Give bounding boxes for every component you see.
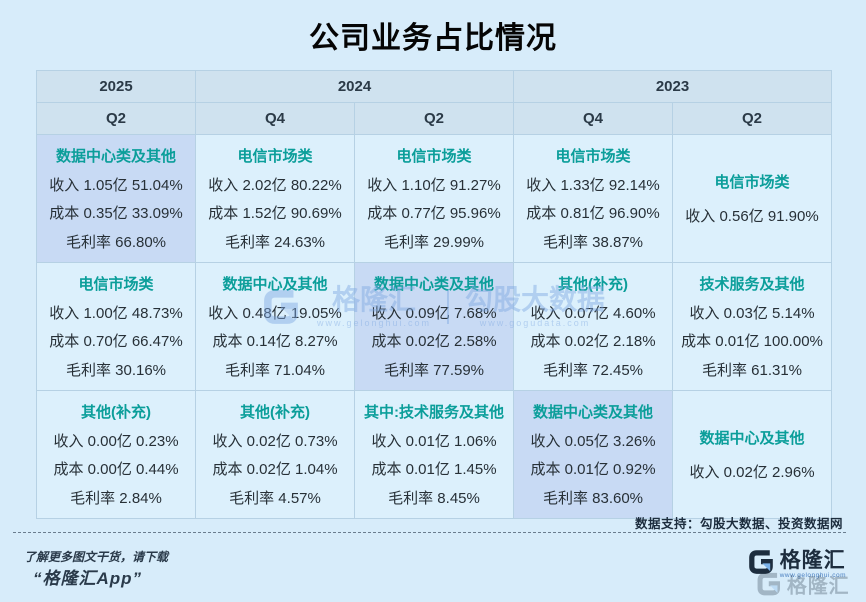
- year-header-2025: 2025: [36, 70, 196, 103]
- cell-r2-2025q2: 电信市场类 收入 1.00亿 48.73% 成本 0.70亿 66.47% 毛利…: [36, 262, 196, 391]
- segment-name: 其他(补充): [558, 275, 628, 293]
- gelonghui-logo-url: www.gelonghui.com: [779, 571, 846, 579]
- year-header-row: 2025 2024 2023: [36, 70, 832, 103]
- cell-r3-2023q4: 数据中心类及其他 收入 0.05亿 3.26% 成本 0.01亿 0.92% 毛…: [513, 390, 673, 519]
- cell-r3-2025q2: 其他(补充) 收入 0.00亿 0.23% 成本 0.00亿 0.44% 毛利率…: [36, 390, 196, 519]
- segment-revenue: 收入 0.03亿 5.14%: [689, 304, 815, 322]
- segment-margin: 毛利率 2.84%: [70, 490, 162, 508]
- segment-cost: 成本 1.52亿 90.69%: [208, 205, 342, 223]
- quarter-header-2024q4: Q4: [195, 102, 355, 135]
- cell-r3-2024q4: 其他(补充) 收入 0.02亿 0.73% 成本 0.02亿 1.04% 毛利率…: [195, 390, 355, 519]
- segment-name: 电信市场类: [78, 275, 154, 293]
- segment-revenue: 收入 0.48亿 19.05%: [208, 304, 342, 322]
- footer-promo-line2: “格隆汇App”: [33, 569, 143, 588]
- segment-revenue: 收入 0.02亿 2.96%: [689, 464, 815, 481]
- cell-r2-2023q4: 其他(补充) 收入 0.07亿 4.60% 成本 0.02亿 2.18% 毛利率…: [513, 262, 673, 391]
- segment-cost: 成本 0.00亿 0.44%: [53, 461, 179, 479]
- segment-revenue: 收入 0.07亿 4.60%: [530, 304, 656, 322]
- segment-cost: 成本 0.02亿 1.04%: [212, 461, 338, 479]
- quarter-header-2025q2: Q2: [36, 102, 196, 135]
- gelonghui-logo-echo-icon: [755, 571, 782, 602]
- segment-cost: 成本 0.01亿 0.92%: [530, 461, 656, 479]
- segment-revenue: 收入 2.02亿 80.22%: [208, 176, 342, 194]
- quarter-header-2023q2: Q2: [672, 102, 832, 135]
- segment-revenue: 收入 0.01亿 1.06%: [371, 432, 497, 450]
- segment-revenue: 收入 0.09亿 7.68%: [371, 304, 497, 322]
- page-title: 公司业务占比情况: [309, 22, 557, 55]
- cell-r2-2023q2: 技术服务及其他 收入 0.03亿 5.14% 成本 0.01亿 100.00% …: [672, 262, 832, 391]
- segment-revenue: 收入 1.33亿 92.14%: [526, 176, 660, 194]
- segment-cost: 成本 0.81亿 96.90%: [526, 205, 660, 223]
- segment-name: 电信市场类: [237, 147, 313, 165]
- segment-name: 其他(补充): [240, 403, 310, 421]
- segment-margin: 毛利率 38.87%: [542, 234, 644, 252]
- segment-cost: 成本 0.35亿 33.09%: [49, 205, 183, 223]
- segment-cost: 成本 0.01亿 1.45%: [371, 461, 497, 479]
- quarter-header-2023q4: Q4: [513, 102, 673, 135]
- footer-divider: [13, 532, 846, 533]
- segment-margin: 毛利率 77.59%: [383, 362, 485, 380]
- cell-r1-2024q4: 电信市场类 收入 2.02亿 80.22% 成本 1.52亿 90.69% 毛利…: [195, 134, 355, 263]
- table-row-1: 数据中心类及其他 收入 1.05亿 51.04% 成本 0.35亿 33.09%…: [36, 134, 832, 263]
- segment-revenue: 收入 1.10亿 91.27%: [367, 176, 501, 194]
- segment-name: 数据中心类及其他: [532, 403, 653, 421]
- table-header: 2025 2024 2023 Q2 Q4 Q2 Q4 Q2: [36, 70, 832, 135]
- gelonghui-logo: 格隆汇 www.gelonghui.com 格隆汇: [747, 548, 849, 596]
- cell-r1-2025q2: 数据中心类及其他 收入 1.05亿 51.04% 成本 0.35亿 33.09%…: [36, 134, 196, 263]
- segment-margin: 毛利率 29.99%: [383, 234, 485, 252]
- segment-revenue: 收入 0.00亿 0.23%: [53, 432, 179, 450]
- segment-name: 数据中心类及其他: [55, 147, 176, 165]
- table-row-2: 电信市场类 收入 1.00亿 48.73% 成本 0.70亿 66.47% 毛利…: [36, 262, 832, 391]
- year-header-2023: 2023: [513, 70, 832, 103]
- business-share-table: 2025 2024 2023 Q2 Q4 Q2 Q4 Q2 数据中心类及其他 收…: [36, 70, 832, 519]
- segment-cost: 成本 0.77亿 95.96%: [367, 205, 501, 223]
- segment-margin: 毛利率 61.31%: [701, 362, 803, 380]
- cell-r2-2024q4: 数据中心及其他 收入 0.48亿 19.05% 成本 0.14亿 8.27% 毛…: [195, 262, 355, 391]
- gelonghui-logo-icon: [747, 548, 775, 581]
- segment-revenue: 收入 0.05亿 3.26%: [530, 432, 656, 450]
- segment-revenue: 收入 0.56亿 91.90%: [685, 208, 819, 225]
- quarter-header-2024q2: Q2: [354, 102, 514, 135]
- cell-r3-2024q2: 其中:技术服务及其他 收入 0.01亿 1.06% 成本 0.01亿 1.45%…: [354, 390, 514, 519]
- segment-cost: 成本 0.14亿 8.27%: [212, 333, 338, 351]
- gelonghui-logo-main: 格隆汇 www.gelonghui.com: [747, 548, 846, 581]
- segment-name: 其中:技术服务及其他: [364, 403, 504, 421]
- cell-r1-2024q2: 电信市场类 收入 1.10亿 91.27% 成本 0.77亿 95.96% 毛利…: [354, 134, 514, 263]
- segment-margin: 毛利率 66.80%: [65, 234, 167, 252]
- segment-name: 数据中心类及其他: [373, 275, 494, 293]
- segment-name: 电信市场类: [714, 174, 790, 191]
- segment-margin: 毛利率 71.04%: [224, 362, 326, 380]
- segment-name: 电信市场类: [396, 147, 472, 165]
- segment-cost: 成本 0.02亿 2.58%: [371, 333, 497, 351]
- segment-cost: 成本 0.70亿 66.47%: [49, 333, 183, 351]
- gelonghui-logo-echo-text: 格隆汇: [786, 575, 850, 598]
- data-support-note: 数据支持：勾股大数据、投资数据网: [634, 517, 843, 531]
- segment-margin: 毛利率 4.57%: [229, 490, 321, 508]
- gelonghui-logo-echo: 格隆汇: [755, 571, 849, 602]
- segment-revenue: 收入 1.00亿 48.73%: [49, 304, 183, 322]
- cell-r1-2023q2: 电信市场类 收入 0.56亿 91.90%: [672, 134, 832, 263]
- segment-margin: 毛利率 30.16%: [65, 362, 167, 380]
- segment-margin: 毛利率 83.60%: [542, 490, 644, 508]
- segment-revenue: 收入 1.05亿 51.04%: [49, 176, 183, 194]
- cell-r2-2024q2: 数据中心类及其他 收入 0.09亿 7.68% 成本 0.02亿 2.58% 毛…: [354, 262, 514, 391]
- segment-revenue: 收入 0.02亿 0.73%: [212, 432, 338, 450]
- segment-margin: 毛利率 8.45%: [388, 490, 480, 508]
- segment-cost: 成本 0.02亿 2.18%: [530, 333, 656, 351]
- segment-name: 技术服务及其他: [699, 275, 805, 293]
- quarter-header-row: Q2 Q4 Q2 Q4 Q2: [36, 102, 832, 135]
- year-header-2024: 2024: [195, 70, 514, 103]
- table-row-3: 其他(补充) 收入 0.00亿 0.23% 成本 0.00亿 0.44% 毛利率…: [36, 390, 832, 519]
- cell-r3-2023q2: 数据中心及其他 收入 0.02亿 2.96%: [672, 390, 832, 519]
- segment-name: 电信市场类: [555, 147, 631, 165]
- segment-cost: 成本 0.01亿 100.00%: [681, 333, 823, 351]
- footer-promo-line1: 了解更多图文干货，请下载: [24, 550, 169, 564]
- cell-r1-2023q4: 电信市场类 收入 1.33亿 92.14% 成本 0.81亿 96.90% 毛利…: [513, 134, 673, 263]
- segment-name: 其他(补充): [81, 403, 151, 421]
- segment-name: 数据中心及其他: [222, 275, 328, 293]
- segment-margin: 毛利率 24.63%: [224, 234, 326, 252]
- gelonghui-logo-text: 格隆汇: [779, 548, 846, 572]
- segment-name: 数据中心及其他: [699, 430, 805, 447]
- segment-margin: 毛利率 72.45%: [542, 362, 644, 380]
